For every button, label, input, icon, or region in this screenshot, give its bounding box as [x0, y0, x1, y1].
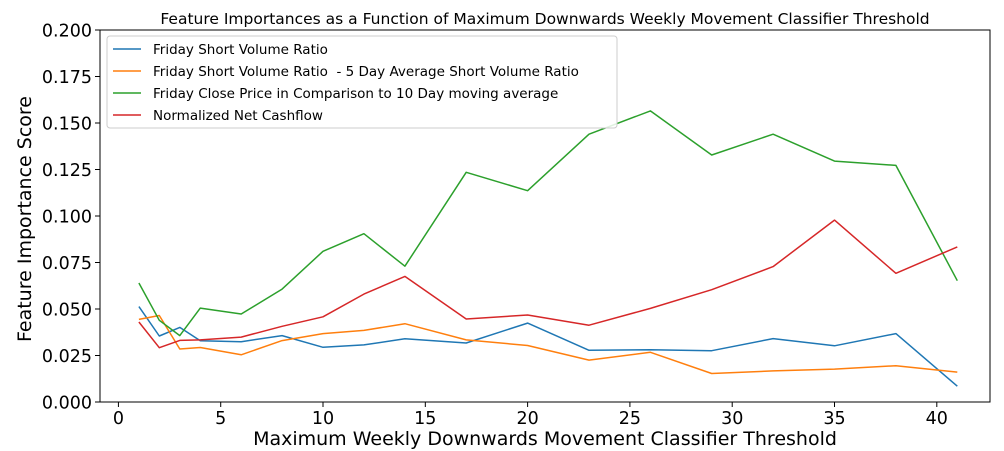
series-line-2: [138, 314, 958, 375]
y-tick-label: 0.100: [42, 208, 92, 228]
x-tick-label: 40: [926, 409, 948, 429]
x-axis: 0 5 10 15 20 25 30 35 40: [113, 402, 948, 429]
y-tick-label: 0.025: [42, 347, 92, 367]
x-tick-label: 30: [721, 409, 743, 429]
x-tick-label: 10: [312, 409, 334, 429]
legend-label: Friday Close Price in Comparison to 10 D…: [153, 86, 558, 102]
y-tick-label: 0.050: [42, 301, 92, 321]
series-line-3: [138, 110, 958, 337]
series-line-1: [138, 306, 958, 387]
legend-label: Normalized Net Cashflow: [153, 108, 323, 124]
y-tick-label: 0.150: [42, 115, 92, 135]
x-tick-label: 15: [414, 409, 436, 429]
y-axis-label: Feature Importance Score: [14, 96, 36, 342]
x-tick-label: 0: [113, 409, 124, 429]
legend-label: Friday Short Volume Ratio - 5 Day Averag…: [153, 64, 579, 80]
legend-box: [106, 35, 618, 129]
series-lines: [138, 110, 958, 387]
x-axis-label: Maximum Weekly Downwards Movement Classi…: [253, 428, 837, 450]
x-tick-label: 25: [619, 409, 641, 429]
chart-title: Feature Importances as a Function of Max…: [160, 10, 929, 28]
plot-frame: [99, 29, 991, 403]
legend-label: Friday Short Volume Ratio: [153, 42, 328, 58]
y-tick-label: 0.075: [42, 254, 92, 274]
y-axis: 0.000 0.025 0.050 0.075 0.100 0.125 0.150 0.175…: [42, 22, 100, 414]
series-line-4: [138, 219, 958, 349]
x-tick-label: 20: [516, 409, 538, 429]
y-tick-label: 0.000: [42, 394, 92, 414]
y-tick-label: 0.175: [42, 68, 92, 88]
y-tick-label: 0.200: [42, 22, 92, 42]
legend: Friday Short Volume Ratio Friday Short Vo…: [106, 35, 618, 129]
x-tick-label: 35: [823, 409, 845, 429]
x-tick-label: 5: [215, 409, 226, 429]
y-tick-label: 0.125: [42, 161, 92, 181]
